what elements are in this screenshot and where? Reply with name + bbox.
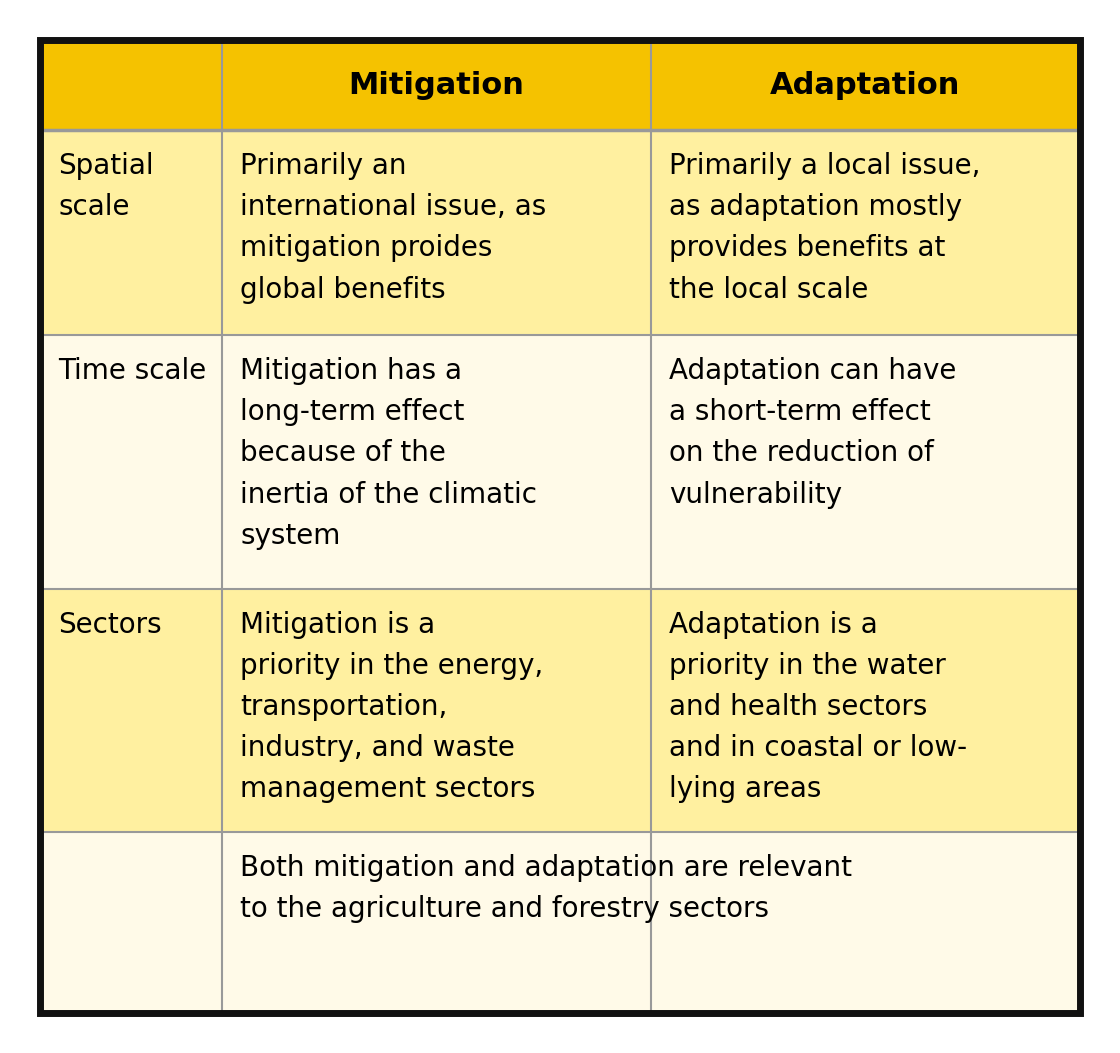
Text: Primarily an
international issue, as
mitigation proides
global benefits: Primarily an international issue, as mit… bbox=[240, 152, 547, 303]
Text: Primarily a local issue,
as adaptation mostly
provides benefits at
the local sca: Primarily a local issue, as adaptation m… bbox=[669, 152, 980, 303]
Bar bbox=[40, 335, 1080, 589]
Bar bbox=[40, 131, 1080, 335]
Text: Time scale: Time scale bbox=[58, 357, 206, 385]
Bar bbox=[40, 832, 1080, 1013]
Text: Adaptation: Adaptation bbox=[771, 71, 961, 100]
Bar bbox=[40, 40, 1080, 131]
Text: Mitigation: Mitigation bbox=[348, 71, 524, 100]
Text: Adaptation can have
a short-term effect
on the reduction of
vulnerability: Adaptation can have a short-term effect … bbox=[669, 357, 956, 509]
Text: Adaptation is a
priority in the water
and health sectors
and in coastal or low-
: Adaptation is a priority in the water an… bbox=[669, 611, 968, 803]
Bar bbox=[40, 589, 1080, 832]
Text: Both mitigation and adaptation are relevant
to the agriculture and forestry sect: Both mitigation and adaptation are relev… bbox=[240, 854, 852, 923]
Text: Sectors: Sectors bbox=[58, 611, 161, 638]
Text: Spatial
scale: Spatial scale bbox=[58, 152, 153, 221]
Text: Mitigation has a
long-term effect
because of the
inertia of the climatic
system: Mitigation has a long-term effect becaus… bbox=[240, 357, 536, 550]
Text: Mitigation is a
priority in the energy,
transportation,
industry, and waste
mana: Mitigation is a priority in the energy, … bbox=[240, 611, 543, 803]
